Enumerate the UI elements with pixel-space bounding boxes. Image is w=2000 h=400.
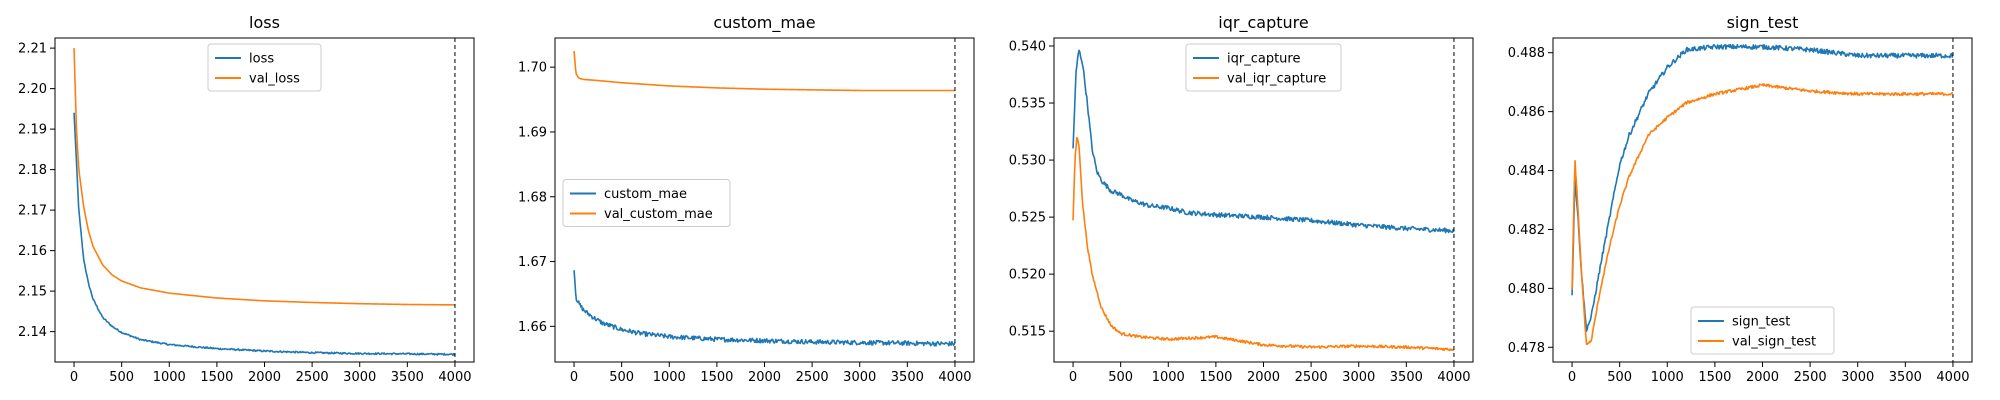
series-group (1571, 43, 1954, 346)
x-tick-label: 1500 (700, 370, 733, 385)
x-tick-label: 2000 (248, 370, 281, 385)
x-tick-label: 3000 (1342, 370, 1375, 385)
y-tick-label: 0.486 (1508, 105, 1545, 120)
series-group (1072, 49, 1455, 352)
legend-label-val-iqr-capture: val_iqr_capture (1227, 72, 1326, 87)
x-tick-label: 1500 (200, 370, 233, 385)
legend-box (1185, 43, 1342, 92)
y-tick-label: 0.520 (1009, 268, 1046, 283)
series-line-val-loss (73, 48, 455, 306)
series-line-val-iqr-capture (1072, 136, 1455, 352)
y-tick-label: 0.478 (1508, 341, 1545, 356)
y-tick-label: 2.20 (18, 82, 47, 97)
y-tick-label: 1.69 (518, 125, 547, 140)
y-tick-label: 0.535 (1009, 97, 1046, 112)
y-tick-label: 0.515 (1009, 325, 1046, 340)
legend-label-loss: loss (249, 52, 274, 67)
x-tick-label: 2500 (296, 370, 329, 385)
x-tick-label: 0 (1069, 370, 1077, 385)
x-tick-label: 4000 (1437, 370, 1470, 385)
y-tick-label: 1.67 (518, 255, 547, 270)
y-tick-label: 2.15 (18, 285, 47, 300)
x-tick-label: 500 (1607, 370, 1632, 385)
x-tick-label: 3500 (391, 370, 424, 385)
series-group (573, 50, 956, 347)
y-tick-label: 2.17 (18, 204, 47, 219)
x-tick-label: 3000 (343, 370, 376, 385)
x-tick-label: 2000 (1746, 370, 1779, 385)
x-tick-label: 4000 (438, 370, 471, 385)
legend: custom_mae val_custom_mae (562, 179, 731, 227)
y-tick-label: 0.525 (1009, 211, 1046, 226)
chart-title: loss (249, 13, 280, 32)
chart-title: sign_test (1727, 13, 1799, 33)
x-tick-label: 0 (570, 370, 578, 385)
legend: iqr_capture val_iqr_capture (1185, 43, 1342, 92)
chart-title: custom_mae (713, 13, 815, 33)
y-tick-label: 0.482 (1508, 223, 1545, 238)
chart-panel-sign-test: sign_test 0 500 1000 1500 2000 2500 3000 3500 400… (1508, 13, 1973, 385)
legend-label-val-sign-test: val_sign_test (1732, 335, 1816, 350)
x-tick-label: 3000 (1841, 370, 1874, 385)
x-tick-label: 2500 (796, 370, 829, 385)
legend-label-val-custom-mae: val_custom_mae (604, 207, 713, 222)
x-tick-label: 500 (609, 370, 634, 385)
x-tick-label: 1000 (653, 370, 686, 385)
legend-label-sign-test: sign_test (1732, 315, 1790, 330)
x-tick-label: 2000 (748, 370, 781, 385)
chart-panel-loss: loss 0 500 1000 1500 2000 2500 3000 3500 4000 2.14… (18, 13, 475, 385)
x-tick-label: 2000 (1247, 370, 1280, 385)
x-tick-label: 1000 (1152, 370, 1185, 385)
legend-label-val-loss: val_loss (249, 72, 300, 87)
y-tick-label: 0.484 (1508, 164, 1545, 179)
x-tick-label: 500 (1108, 370, 1133, 385)
legend-label-iqr-capture: iqr_capture (1227, 52, 1300, 67)
y-tick-label: 1.68 (518, 190, 547, 205)
y-tick-label: 0.488 (1508, 46, 1545, 61)
series-line-sign-test (1571, 43, 1954, 333)
y-tick-label: 0.530 (1009, 154, 1046, 169)
x-tick-label: 4000 (938, 370, 971, 385)
y-tick-label: 2.19 (18, 123, 47, 138)
series-line-val-sign-test (1571, 83, 1953, 346)
legend: loss val_loss (207, 43, 322, 92)
x-tick-label: 1000 (1651, 370, 1684, 385)
y-tick-label: 0.480 (1508, 282, 1545, 297)
chart-panel-custom-mae: custom_mae 0 500 1000 1500 2000 2500 3000 3500 40… (518, 13, 975, 385)
x-tick-label: 3000 (843, 370, 876, 385)
chart-panel-iqr-capture: iqr_capture 0 500 1000 1500 2000 2500 3000 3500 4… (1009, 13, 1474, 385)
x-tick-label: 3500 (891, 370, 924, 385)
y-tick-label: 1.66 (518, 320, 547, 335)
chart-title: iqr_capture (1218, 13, 1308, 33)
y-tick-label: 1.70 (518, 61, 547, 76)
y-tick-label: 2.21 (18, 42, 47, 57)
series-line-custom-mae (573, 270, 956, 347)
y-tick-label: 2.16 (18, 244, 47, 259)
x-tick-label: 500 (109, 370, 134, 385)
x-tick-label: 0 (70, 370, 78, 385)
series-line-val-custom-mae (573, 50, 955, 92)
x-tick-label: 1500 (1199, 370, 1232, 385)
x-tick-label: 2500 (1794, 370, 1827, 385)
series-line-loss (73, 112, 456, 356)
series-group (73, 48, 456, 356)
x-tick-label: 3500 (1390, 370, 1423, 385)
x-tick-label: 3500 (1889, 370, 1922, 385)
x-tick-label: 2500 (1295, 370, 1328, 385)
y-tick-label: 2.14 (18, 325, 47, 340)
legend-box (562, 179, 731, 227)
y-tick-label: 2.18 (18, 163, 47, 178)
x-tick-label: 4000 (1936, 370, 1969, 385)
series-line-iqr-capture (1072, 49, 1455, 234)
y-tick-label: 0.540 (1009, 39, 1046, 54)
legend-box (1690, 306, 1835, 355)
x-tick-label: 0 (1568, 370, 1576, 385)
x-tick-label: 1000 (153, 370, 186, 385)
x-tick-label: 1500 (1698, 370, 1731, 385)
legend-box (207, 43, 322, 92)
legend: sign_test val_sign_test (1690, 306, 1835, 355)
legend-label-custom-mae: custom_mae (604, 187, 687, 202)
